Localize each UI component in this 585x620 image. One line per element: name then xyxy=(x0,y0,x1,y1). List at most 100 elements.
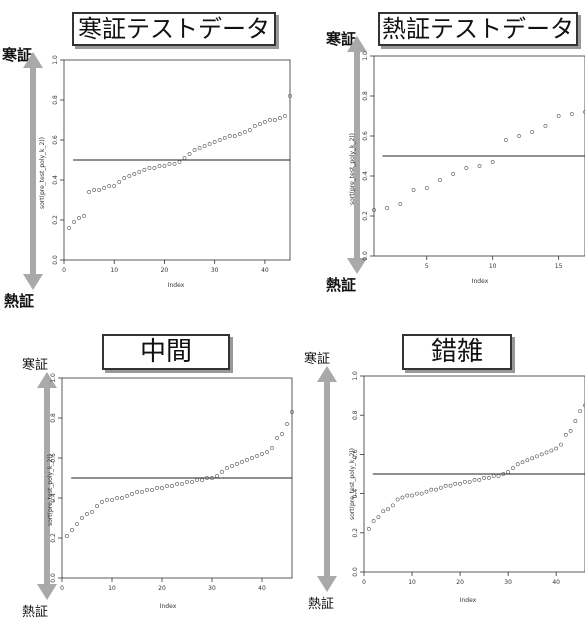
panel-4-bottom-label: 熱証 xyxy=(308,597,335,612)
x-tick-label: 10 xyxy=(110,267,118,274)
data-point xyxy=(511,466,515,471)
data-point xyxy=(477,477,482,482)
y-tick-label: 0.8 xyxy=(52,95,59,105)
data-point xyxy=(262,120,267,124)
data-point xyxy=(517,134,521,138)
data-point xyxy=(147,166,152,170)
panel-4-top-label: 寒証 xyxy=(304,352,331,367)
data-point xyxy=(462,479,467,484)
x-tick-label: 40 xyxy=(258,585,266,592)
data-point xyxy=(245,458,249,462)
data-point xyxy=(92,188,97,192)
x-tick-label: 30 xyxy=(504,579,512,586)
y-axis-label: sort(pre_test_poly_k_2)) xyxy=(349,133,356,205)
x-axis-label: Index xyxy=(160,603,177,610)
data-point xyxy=(411,188,416,192)
data-point xyxy=(192,148,197,152)
data-point xyxy=(438,178,442,182)
x-axis-label: Index xyxy=(460,597,477,604)
data-point xyxy=(487,476,491,480)
data-point xyxy=(578,409,583,414)
data-point xyxy=(240,460,244,464)
data-point xyxy=(107,184,112,188)
x-axis-label: Index xyxy=(472,278,489,285)
data-point xyxy=(185,480,189,484)
data-point xyxy=(434,487,438,492)
data-point xyxy=(438,485,443,490)
data-point xyxy=(237,132,242,136)
data-point xyxy=(250,456,254,460)
data-point xyxy=(100,500,104,504)
x-tick-label: 0 xyxy=(60,585,64,592)
data-point xyxy=(366,526,371,531)
data-point xyxy=(225,466,229,470)
data-point xyxy=(142,168,147,172)
data-point xyxy=(395,497,400,502)
data-point xyxy=(122,176,127,180)
data-point xyxy=(285,422,289,426)
x-tick-label: 30 xyxy=(211,267,219,274)
data-point xyxy=(197,146,202,150)
data-point xyxy=(398,202,403,206)
data-point xyxy=(554,446,559,451)
data-point xyxy=(563,432,568,437)
data-point xyxy=(506,470,511,474)
y-tick-label: 0.6 xyxy=(52,135,59,145)
x-tick-label: 5 xyxy=(425,263,429,270)
data-point xyxy=(573,419,578,423)
x-tick-label: 10 xyxy=(489,263,497,270)
y-tick-label: 0.2 xyxy=(362,211,369,221)
data-point xyxy=(515,462,520,467)
data-point xyxy=(165,484,169,488)
data-point xyxy=(400,495,405,500)
data-point xyxy=(152,166,157,170)
data-point xyxy=(180,482,184,486)
data-point xyxy=(472,477,477,482)
data-point xyxy=(177,160,182,164)
panel-4-range-arrow-icon xyxy=(317,366,337,592)
data-point xyxy=(190,480,194,484)
plot-frame xyxy=(373,55,585,257)
panel-2-chart: sort(pre_test_poly_k_2)) Index 0.0 0.2 0.4… xyxy=(349,51,585,285)
x-tick-label: 20 xyxy=(161,267,169,274)
data-point xyxy=(157,164,162,168)
data-point xyxy=(97,188,102,192)
panel-3-bottom-label: 熱証 xyxy=(22,605,49,620)
y-tick-label: 0.8 xyxy=(50,413,57,423)
data-point xyxy=(270,446,274,450)
data-point xyxy=(80,516,84,520)
data-point xyxy=(414,491,419,496)
data-point xyxy=(247,128,252,132)
data-point xyxy=(372,208,376,212)
y-tick-label: 0.0 xyxy=(52,255,59,265)
data-point xyxy=(385,206,390,210)
data-point xyxy=(290,410,294,414)
panel-3-range-arrow-icon xyxy=(37,372,57,600)
panel-1-bottom-label: 熱証 xyxy=(4,292,35,310)
y-tick-label: 1.0 xyxy=(50,373,57,383)
data-point xyxy=(137,170,142,174)
data-point xyxy=(145,488,149,492)
data-point xyxy=(67,226,71,230)
data-point xyxy=(257,122,262,126)
data-point xyxy=(160,486,164,490)
data-point xyxy=(371,519,376,523)
panel-3-title: 中間 xyxy=(102,334,230,370)
y-tick-label: 0.2 xyxy=(352,528,359,538)
data-point xyxy=(419,491,424,496)
data-point xyxy=(70,528,74,532)
data-point xyxy=(102,186,107,190)
data-point xyxy=(232,134,237,138)
data-point xyxy=(207,142,212,146)
data-point xyxy=(448,483,453,488)
data-point xyxy=(255,454,259,458)
data-point xyxy=(464,166,469,170)
data-point xyxy=(167,162,172,166)
data-point xyxy=(210,476,214,480)
plot-frame xyxy=(363,375,585,573)
y-tick-label: 0.4 xyxy=(362,171,369,181)
data-point xyxy=(172,162,177,166)
data-point xyxy=(556,114,561,118)
x-tick-label: 20 xyxy=(456,579,464,586)
data-point xyxy=(443,483,448,488)
